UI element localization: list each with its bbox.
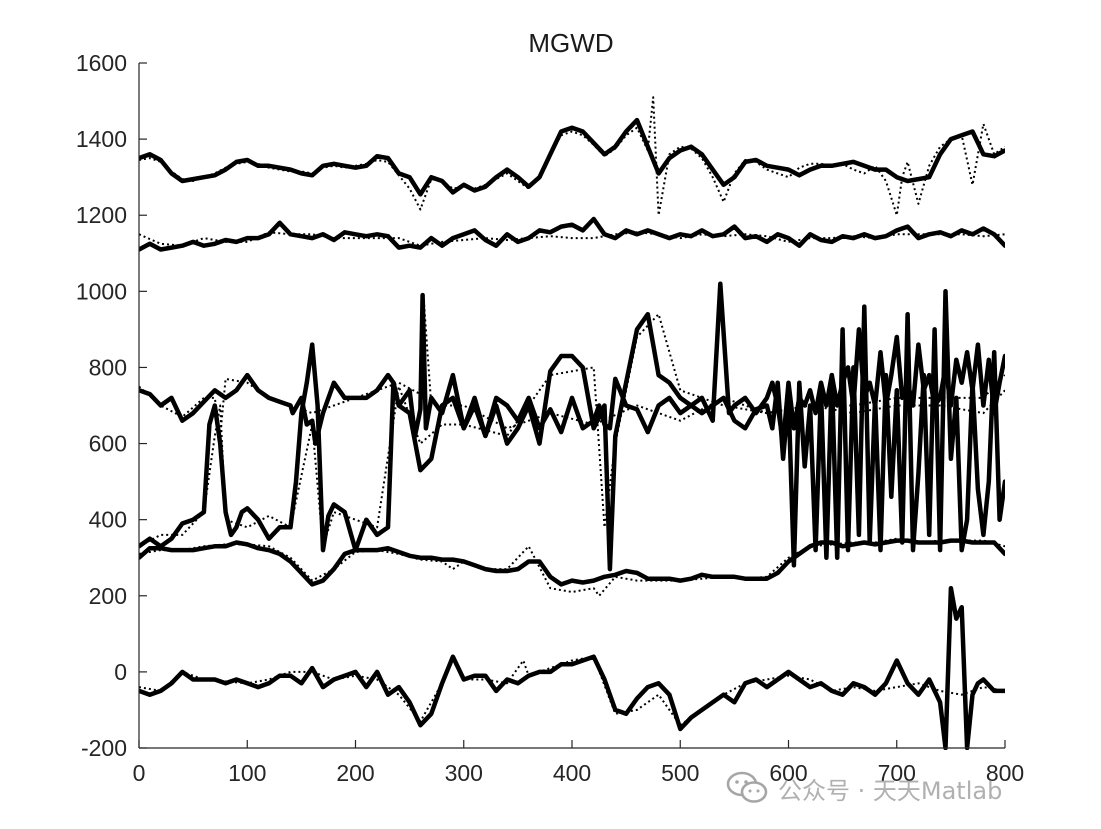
x-tick-label: 600 [769,760,807,786]
series-line-11-solid [139,585,1005,750]
x-tick-label: 400 [553,760,591,786]
series-line-8-dotted [139,313,1005,548]
y-tick-label: 1200 [76,202,127,228]
y-tick-label: 1600 [76,50,127,76]
y-tick-label: 200 [89,583,127,609]
x-tick-label: 500 [661,760,699,786]
series-line-10-dotted [139,537,1005,597]
y-tick-label: 0 [114,659,127,685]
watermark-text: 公众号 · 天天Matlab [778,776,1003,805]
series-line-7-solid [139,289,1005,572]
x-tick-label: 0 [133,760,146,786]
y-tick-label: -200 [81,735,127,761]
x-tick-label: 800 [986,760,1024,786]
series-line-4-dotted [139,231,1005,247]
y-tick-label: 1000 [76,278,127,304]
y-tick-label: 1400 [76,126,127,152]
wechat-icon [726,771,768,803]
y-tick-label: 400 [89,507,127,533]
watermark: 公众号 · 天天Matlab [726,770,1002,806]
x-tick-label: 200 [336,760,374,786]
series-line-3-solid [139,216,1005,252]
y-tick-label: 600 [89,431,127,457]
chart-title: MGWD [528,28,613,58]
axes-layer: 0 100 200 300 400 500 600 700 800-20002004006008… [76,50,1024,786]
series-line-1-solid [139,117,1005,197]
x-tick-label: 700 [878,760,916,786]
y-tick-label: 800 [89,354,127,380]
x-tick-label: 100 [228,760,266,786]
x-tick-label: 300 [445,760,483,786]
series-layer [139,96,1005,750]
